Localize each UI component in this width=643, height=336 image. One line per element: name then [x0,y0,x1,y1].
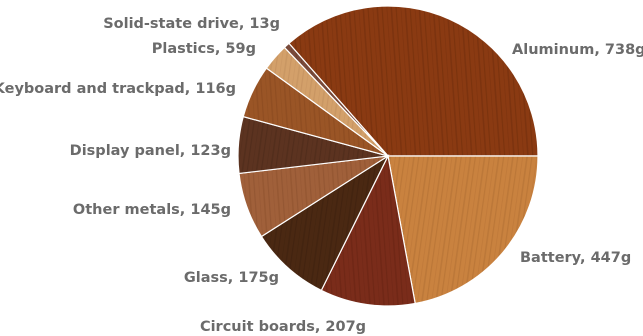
pie-slice-circuit-boards [320,154,416,307]
pie-label-glass: Glass, 175g [184,270,279,286]
pie-slice-battery [387,155,539,305]
pie-label-display-panel: Display panel, 123g [70,143,231,159]
pie-labels: Aluminum, 738g Battery, 447g Circuit board… [0,16,643,335]
pie-slices [237,5,539,307]
pie-label-plastics: Plastics, 59g [152,41,256,57]
pie-slice-solid-state-drive [283,42,389,157]
pie-label-keyboard-and-trackpad: Keyboard and trackpad, 116g [0,81,236,97]
pie-label-battery: Battery, 447g [520,250,631,266]
pie-label-other-metals: Other metals, 145g [73,202,231,218]
pie-label-solid-state-drive: Solid-state drive, 13g [103,16,280,32]
pie-label-circuit-boards: Circuit boards, 207g [200,319,366,335]
pie-slice-aluminum [288,5,539,157]
pie-label-aluminum: Aluminum, 738g [512,42,643,58]
